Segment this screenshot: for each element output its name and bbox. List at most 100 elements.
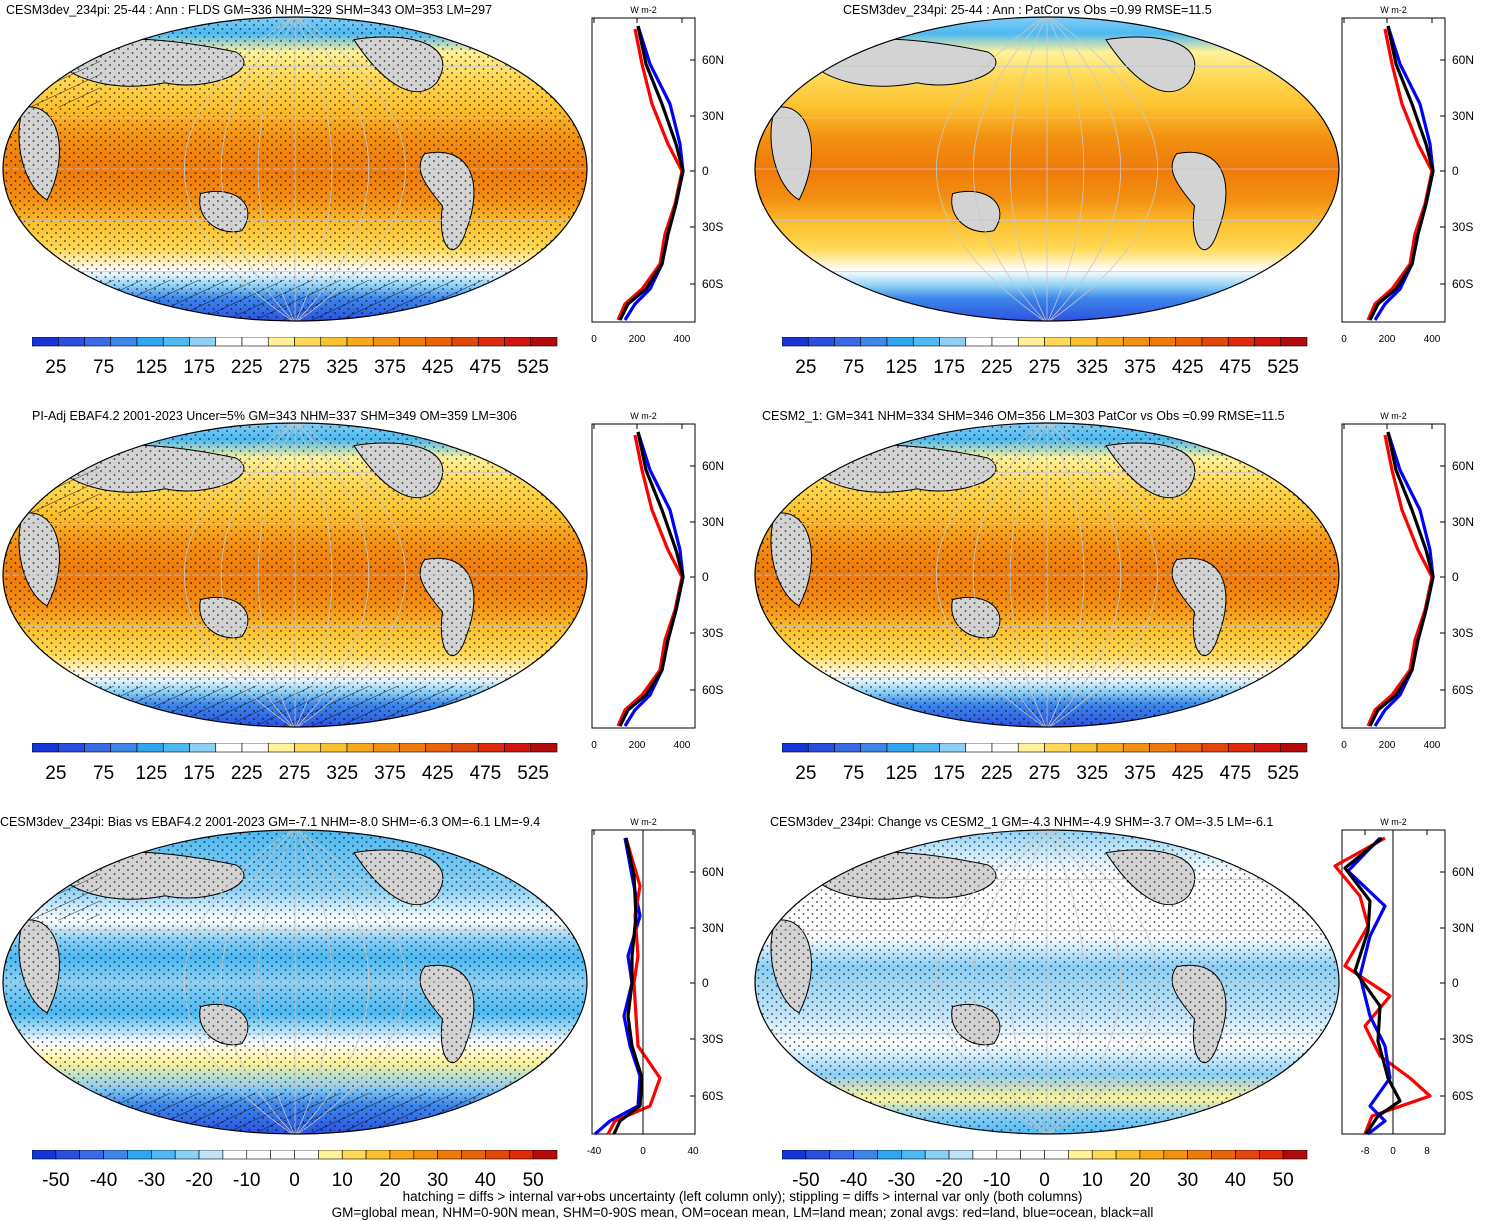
zonal-mean-all-line	[1368, 431, 1435, 727]
profile-lat-label: 60S	[702, 277, 723, 291]
colorbar-bin	[1211, 1150, 1236, 1160]
panel-title: CESM3dev_234pi: 25-44 : Ann : FLDS GM=33…	[6, 3, 493, 17]
profile-lat-label: 60S	[1452, 1089, 1473, 1103]
colorbar-tick-label: -30	[138, 1170, 165, 1191]
colorbar-tick-label: 275	[279, 763, 311, 784]
profile-x-label: 8	[1424, 1146, 1430, 1157]
profile-lat-label: 30S	[1452, 626, 1473, 640]
map-panel-0	[2, 16, 588, 322]
colorbar-bin	[1122, 743, 1150, 753]
colorbar-bin	[151, 1150, 176, 1160]
colorbar-tick-label: 125	[135, 763, 167, 784]
graticule-line	[220, 423, 296, 727]
map-border	[2, 422, 588, 728]
colorbar-bin	[1115, 1150, 1141, 1160]
profile-lat-label: 60N	[702, 459, 724, 473]
colorbar-bin	[1091, 1150, 1117, 1160]
map-panel-4	[2, 829, 588, 1135]
colorbar-bin	[782, 1150, 807, 1160]
colorbar-bin	[267, 743, 295, 753]
colorbar-bin	[294, 337, 322, 347]
colorbar-tick-label: 25	[45, 357, 66, 378]
graticule-line	[1009, 830, 1048, 1134]
profile-lat-label: 30N	[1452, 109, 1474, 123]
colorbar-bin	[1254, 337, 1282, 347]
colorbar-bin	[1044, 743, 1072, 753]
colorbar-bin	[886, 743, 914, 753]
colorbar-bin	[1227, 337, 1255, 347]
colorbar-bin	[346, 337, 374, 347]
colorbar-bin	[1201, 743, 1229, 753]
colorbar-bin	[1149, 743, 1177, 753]
colorbar-bin	[1070, 337, 1098, 347]
profile-lat-label: 30N	[702, 109, 724, 123]
graticule-line	[972, 423, 1048, 727]
map-field	[3, 423, 587, 727]
colorbar-bin	[32, 1150, 57, 1160]
colorbar-tick-label: 25	[795, 357, 816, 378]
colorbar-tick-label: 0	[1039, 1170, 1050, 1191]
colorbar-bin	[341, 1150, 367, 1160]
colorbar-tick-label: 125	[885, 357, 917, 378]
profile-lat-label: 60N	[702, 865, 724, 879]
colorbar-bin	[886, 337, 914, 347]
profile-frame	[591, 423, 696, 729]
profile-units: W m-2	[630, 411, 657, 421]
colorbar-tick-label: -30	[888, 1170, 915, 1191]
graticule-line	[1046, 830, 1159, 1134]
colorbar-tick-label: 475	[470, 763, 502, 784]
zonal-profile-panel-3: W m-2 60N 30N 0 30S 60S 0 200 400	[1341, 411, 1474, 751]
profile-lat-label: 60S	[702, 683, 723, 697]
colorbar-bin	[948, 1150, 974, 1160]
colorbar-bin	[532, 1150, 558, 1160]
profile-x-label: 400	[674, 740, 691, 751]
colorbar-bin	[965, 743, 993, 753]
profile-lat-label: 60S	[1452, 683, 1473, 697]
profile-lat-label: 30S	[1452, 220, 1473, 234]
colorbar-bin	[1187, 1150, 1212, 1160]
map-border	[2, 16, 588, 322]
colorbar-bin	[198, 1150, 224, 1160]
colorbar-bin	[241, 337, 269, 347]
colorbar-bin	[924, 1150, 950, 1160]
colorbar-bin	[372, 743, 400, 753]
colorbar-tick-label: 525	[1267, 357, 1299, 378]
graticule-line	[294, 17, 407, 321]
map-field	[3, 830, 587, 1134]
colorbar-panel-5: -50 -40 -30 -20 -10 0 10 20 30 40 50	[782, 1150, 1308, 1191]
zonal-profile-panel-0: W m-2 60N 30N 0 30S 60S 0 200 400	[591, 5, 724, 345]
colorbar-tick-label: 275	[1029, 763, 1061, 784]
colorbar-bin	[32, 743, 59, 753]
colorbar-bin	[504, 743, 532, 753]
colorbar-bin	[1139, 1150, 1165, 1160]
colorbar-bin	[939, 337, 967, 347]
graticule-line	[935, 830, 1048, 1134]
graticule-line	[1046, 423, 1085, 727]
zonal-mean-all-line	[612, 837, 644, 1135]
footer-line-1: hatching = diffs > internal var+obs unce…	[402, 1189, 1083, 1204]
colorbar-bin	[782, 743, 809, 753]
colorbar-bin	[530, 743, 558, 753]
graticule-line	[294, 423, 407, 727]
colorbar-bin	[162, 743, 190, 753]
graticule-line	[257, 17, 296, 321]
colorbar-bin	[267, 337, 295, 347]
map-border	[754, 422, 1340, 728]
colorbar-bin	[57, 337, 85, 347]
map-panel-1	[754, 16, 1340, 322]
colorbar-bin	[162, 337, 190, 347]
map-field	[755, 423, 1339, 727]
colorbar-bin	[1175, 743, 1203, 753]
colorbar-tick-label: -10	[233, 1170, 260, 1191]
colorbar-bin	[215, 337, 243, 347]
colorbar-tick-label: 425	[422, 357, 454, 378]
colorbar-bin	[485, 1150, 510, 1160]
colorbar-tick-label: 475	[1220, 763, 1252, 784]
graticule-line	[183, 17, 296, 321]
zonal-profile-panel-5: W m-2 60N 30N 0 30S 60S -8 0 8	[1333, 817, 1474, 1157]
colorbar-tick-label: 175	[183, 357, 215, 378]
colorbar-bin	[877, 1150, 902, 1160]
colorbar-tick-label: 0	[289, 1170, 300, 1191]
map-border	[754, 16, 1340, 322]
colorbar-tick-label: 50	[1273, 1170, 1294, 1191]
